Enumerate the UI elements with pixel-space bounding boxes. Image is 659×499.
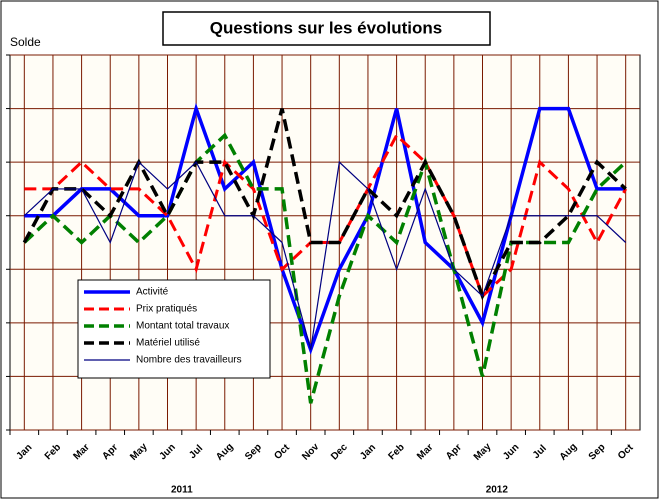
legend-label: Nombre des travailleurs xyxy=(136,355,242,366)
legend-label: Matériel utilisé xyxy=(136,338,200,349)
series-line xyxy=(23,132,627,404)
y-axis-label: Solde xyxy=(10,35,41,49)
legend-label: Prix pratiqués xyxy=(136,304,197,315)
legend-label: Montant total travaux xyxy=(136,321,229,332)
legend-box xyxy=(77,279,271,379)
year-label: 2012 xyxy=(486,485,509,496)
chart-title: Questions sur les évolutions xyxy=(210,18,442,37)
year-label: 2011 xyxy=(171,485,193,496)
lines xyxy=(22,102,628,404)
title-box xyxy=(162,11,491,46)
legend-label: Activité xyxy=(136,287,169,298)
series-line xyxy=(23,160,627,350)
